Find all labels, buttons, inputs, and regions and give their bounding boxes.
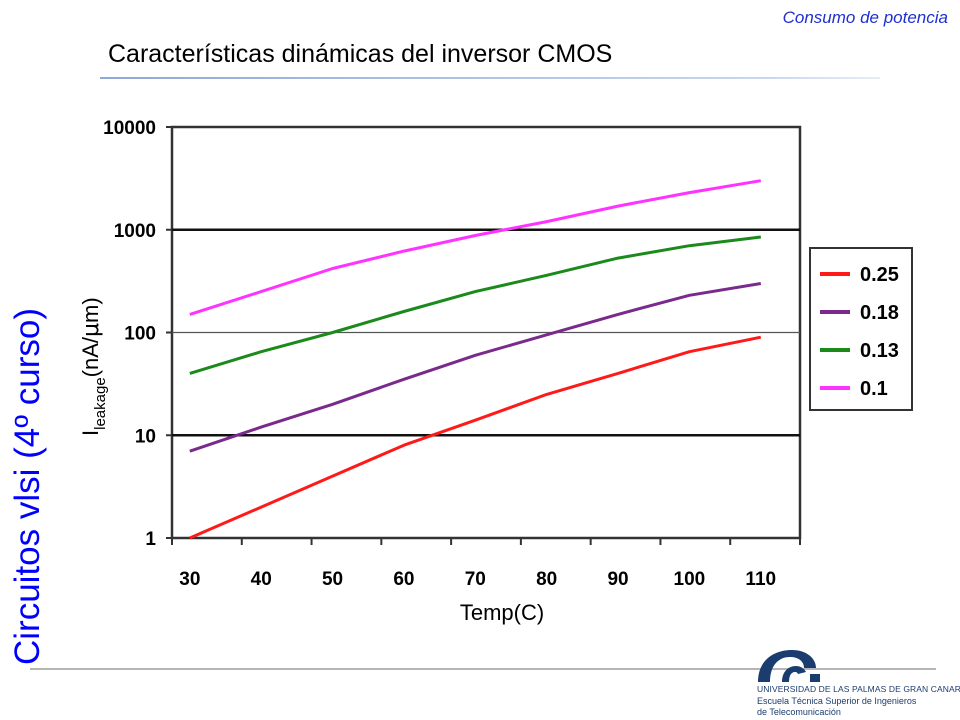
x-tick-label: 60: [393, 569, 414, 590]
y-axis-title-main: I: [78, 430, 103, 436]
y-axis-title-mu: μ: [79, 323, 104, 337]
footer-divider: [30, 668, 936, 670]
x-tick-label: 40: [251, 569, 272, 590]
legend-label: 0.1: [860, 378, 888, 400]
logo-school-name: Escuela Técnica Superior de Ingenieros: [757, 696, 917, 706]
course-side-label: Circuitos vlsi (4º curso): [8, 307, 47, 665]
y-tick-label: 1000: [114, 221, 156, 242]
legend-label: 0.25: [860, 264, 899, 286]
x-tick-label: 70: [465, 569, 486, 590]
legend: 0.25 0.18 0.13 0.1: [809, 247, 913, 411]
legend-label: 0.18: [860, 302, 899, 324]
x-tick-label: 30: [179, 569, 200, 590]
y-tick-label: 10: [135, 426, 156, 447]
logo-university-name: UNIVERSIDAD DE LAS PALMAS DE GRAN CANARI…: [757, 684, 960, 694]
legend-label: 0.13: [860, 340, 899, 362]
y-axis-title-sub: leakage: [92, 377, 109, 430]
y-axis-title: Ileakage(nA/μm): [78, 297, 109, 436]
y-axis-title-end: m): [78, 297, 103, 323]
x-tick-label: 50: [322, 569, 343, 590]
x-axis-title: Temp(C): [460, 600, 544, 625]
section-header: Consumo de potencia: [782, 8, 948, 27]
y-tick-label: 1: [145, 529, 156, 550]
series-layer: [189, 179, 762, 540]
grid-layer: [170, 125, 802, 540]
x-tick-label: 90: [607, 569, 628, 590]
title-underline: [100, 77, 880, 79]
university-emblem-icon: [758, 650, 820, 682]
x-tick-label: 100: [674, 569, 706, 590]
x-tick-label: 80: [536, 569, 557, 590]
logo-school-name-2: de Telecomunicación: [757, 707, 841, 717]
x-tick-label: 110: [745, 569, 776, 590]
y-tick-label: 10000: [103, 118, 156, 139]
university-logo: UNIVERSIDAD DE LAS PALMAS DE GRAN CANARI…: [752, 644, 960, 720]
slide-title: Características dinámicas del inversor C…: [108, 40, 613, 68]
y-tick-label: 100: [124, 324, 156, 345]
y-axis-title-unit: (nA/: [78, 336, 103, 377]
